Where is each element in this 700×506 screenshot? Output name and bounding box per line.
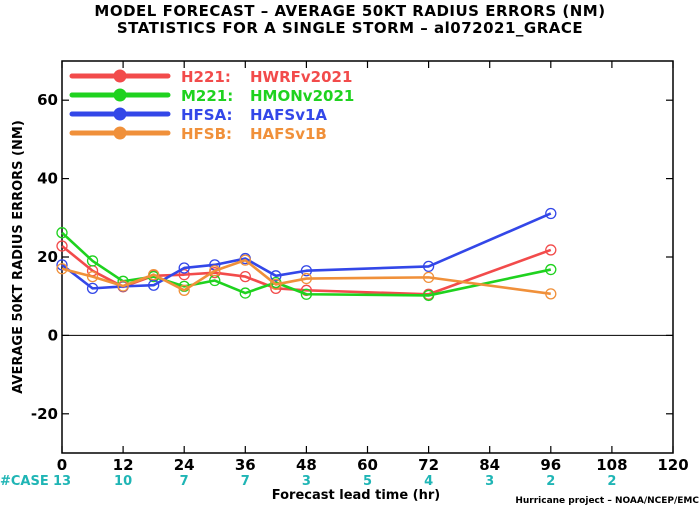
case-count: 2: [607, 474, 616, 489]
case-count: 3: [485, 474, 494, 489]
data-point-hmonv2021: [86, 255, 99, 267]
data-point-hmonv2021: [239, 287, 251, 299]
data-point-hafsv1b: [117, 280, 129, 292]
data-point-hmonv2021: [56, 227, 68, 239]
y-tick-label: 0: [48, 326, 58, 344]
case-count: 10: [114, 474, 132, 489]
legend-marker: [113, 107, 127, 121]
data-point-hafsv1b: [270, 278, 282, 291]
case-count: 5: [363, 474, 372, 489]
legend-marker: [113, 88, 127, 102]
legend-code: M221:: [181, 87, 233, 105]
case-count: 2: [546, 474, 555, 489]
x-tick-label: 12: [113, 456, 134, 474]
data-point-hafsv1b: [147, 268, 160, 281]
x-tick-label: 84: [479, 456, 500, 474]
data-point-hafsv1a: [422, 260, 435, 273]
series-line-hmonv2021: [61, 231, 552, 297]
case-count: 3: [302, 474, 311, 489]
y-axis-label: AVERAGE 50KT RADIUS ERRORS (NM): [11, 120, 26, 394]
x-tick-label: 96: [540, 456, 561, 474]
series-line-hafsv1b: [61, 258, 551, 296]
x-tick-label: 120: [657, 456, 688, 474]
data-point-hwrfv2021: [178, 268, 190, 281]
data-point-hafsv1a: [270, 270, 282, 282]
legend-code: HFSA:: [181, 106, 233, 124]
y-tick-label: 40: [37, 170, 58, 188]
data-point-hafsv1b: [300, 272, 313, 285]
chart-title-line1: MODEL FORECAST – AVERAGE 50KT RADIUS ERR…: [94, 2, 606, 20]
legend-code: HFSB:: [181, 125, 232, 143]
data-point-hafsv1a: [86, 282, 99, 295]
case-count: 7: [180, 474, 189, 489]
legend-label: HAFSv1A: [250, 106, 327, 124]
case-row-label: #CASE: [0, 474, 49, 489]
x-tick-label: 60: [357, 456, 378, 474]
data-point-hafsv1b: [86, 270, 99, 283]
data-point-hafsv1a: [545, 207, 557, 220]
legend-marker: [113, 126, 127, 140]
data-point-hafsv1b: [209, 265, 221, 277]
x-tick-label: 36: [235, 456, 256, 474]
x-tick-label: 24: [174, 456, 195, 474]
data-point-hafsv1b: [178, 284, 190, 296]
data-point-hafsv1b: [422, 271, 435, 284]
data-point-hwrfv2021: [545, 244, 557, 256]
data-point-hwrfv2021: [56, 240, 68, 252]
legend-marker: [113, 69, 127, 83]
series-line-hafsv1a: [61, 212, 552, 290]
legend-code: H221:: [181, 68, 231, 86]
data-point-hwrfv2021: [239, 270, 251, 283]
case-count: 4: [424, 474, 433, 489]
data-point-hafsv1a: [178, 262, 190, 274]
data-point-hafsv1a: [300, 265, 313, 277]
legend-label: HMONv2021: [250, 87, 354, 105]
legend-label: HWRFv2021: [250, 68, 352, 86]
y-tick-label: -20: [31, 405, 58, 423]
plot-frame: [61, 60, 674, 454]
data-point-hmonv2021: [300, 288, 313, 300]
y-tick-label: 20: [37, 248, 58, 266]
y-tick-label: 60: [37, 91, 58, 109]
case-count: 13: [53, 474, 71, 489]
data-point-hmonv2021: [545, 263, 557, 276]
legend-label: HAFSv1B: [250, 125, 327, 143]
data-point-hafsv1b: [56, 263, 68, 275]
data-point-hafsv1b: [239, 254, 251, 266]
data-point-hmonv2021: [422, 289, 435, 302]
x-axis-label: Forecast lead time (hr): [272, 488, 440, 503]
chart-title-line2: STATISTICS FOR A SINGLE STORM – al072021…: [116, 19, 584, 37]
x-tick-label: 108: [596, 456, 627, 474]
x-tick-label: 72: [418, 456, 439, 474]
data-point-hafsv1b: [545, 288, 557, 300]
x-tick-label: 0: [57, 456, 67, 474]
series-line-hwrfv2021: [61, 245, 552, 296]
x-tick-label: 48: [296, 456, 317, 474]
credit-text: Hurricane project – NOAA/NCEP/EMC: [515, 496, 699, 506]
case-count: 7: [241, 474, 250, 489]
